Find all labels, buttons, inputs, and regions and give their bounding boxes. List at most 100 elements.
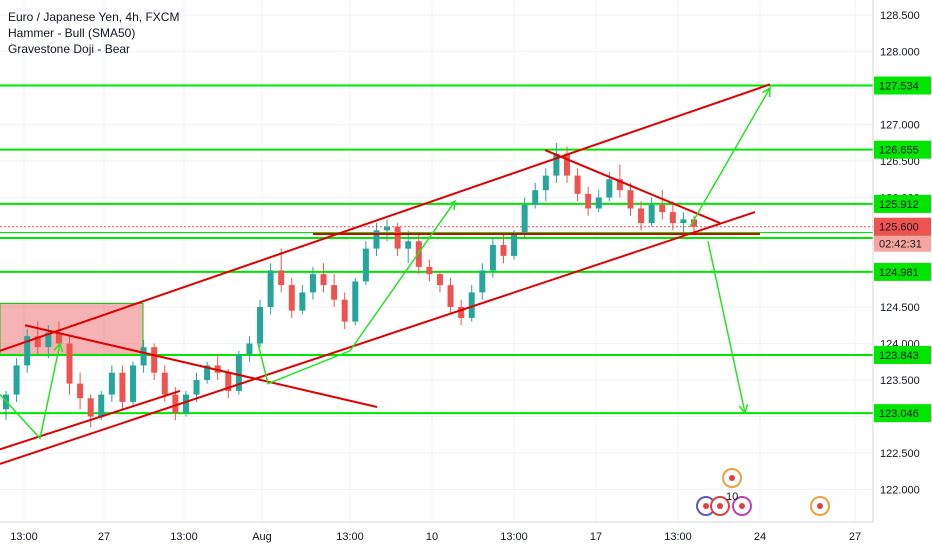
candle-body [45, 332, 52, 348]
indicator-hammer-label[interactable]: Hammer - Bull (SMA50) [8, 26, 136, 40]
candle-body [436, 274, 443, 286]
level-tag-label: 123.046 [879, 408, 919, 420]
candle-body [373, 230, 380, 249]
level-tag-box [874, 262, 931, 281]
symbol-title[interactable]: Euro / Japanese Yen, 4h, FXCM [8, 10, 180, 24]
candle-body [394, 226, 401, 249]
event-markers[interactable]: 10 [696, 468, 830, 516]
arrow-head [761, 86, 771, 98]
candle-body [574, 175, 581, 194]
candle-body [627, 190, 634, 209]
candle-body [447, 285, 454, 307]
candle-body [267, 270, 274, 307]
candle-body [288, 285, 295, 311]
candle-body [362, 248, 369, 282]
candle-body [426, 266, 433, 275]
candle-body [384, 226, 391, 231]
level-tag-label: 127.534 [879, 81, 919, 93]
candle-body [479, 270, 486, 293]
chart-grid [0, 0, 873, 522]
candle-body [55, 332, 62, 344]
candle-body [648, 204, 655, 224]
candle-body [585, 193, 592, 209]
candle-body [489, 244, 496, 271]
candle-body [563, 153, 570, 176]
y-tick-label: 122.500 [880, 448, 920, 460]
candle-body [352, 281, 359, 322]
candle-body [341, 299, 348, 322]
y-tick-label: 124.500 [880, 302, 920, 314]
event-marker-dot [717, 503, 723, 509]
trendline-segment [0, 389, 181, 451]
candle-body [151, 347, 158, 373]
candle-body [66, 343, 73, 384]
candle-body [278, 270, 285, 286]
current-price-tag [874, 217, 931, 236]
y-tick-label: 127.000 [880, 120, 920, 132]
candle-body [320, 274, 327, 286]
arrow-head [446, 199, 456, 211]
x-tick-label: 17 [590, 531, 602, 543]
candle-body [140, 347, 147, 366]
indicator-gravestone-label[interactable]: Gravestone Doji - Bear [8, 42, 131, 56]
level-tag-label: 123.843 [879, 350, 919, 362]
candle-body [691, 219, 697, 227]
candle-body [193, 380, 200, 395]
candle-body [204, 365, 211, 380]
candle-body [415, 241, 422, 267]
candle-body [172, 394, 179, 413]
candle-body [225, 372, 232, 391]
chart-axes: 128.500128.000127.500127.000126.500126.0… [0, 0, 920, 543]
event-marker-dot [817, 503, 823, 509]
x-tick-label: 10 [426, 531, 438, 543]
trendline-segment [24, 324, 378, 408]
y-tick-label: 128.000 [880, 47, 920, 59]
x-tick-label: 24 [754, 531, 766, 543]
arrow-head [53, 341, 64, 353]
candle-body [34, 336, 41, 348]
x-tick-label: 13:00 [10, 531, 38, 543]
candle-body [331, 285, 338, 300]
horizontal-levels [0, 84, 873, 415]
trendline-segment [0, 83, 771, 352]
candle-body [405, 241, 412, 249]
candle-body [257, 307, 264, 344]
y-tick-label: 128.500 [880, 10, 920, 22]
candle-body [680, 219, 687, 224]
candle-body [98, 394, 105, 417]
candle-body [606, 179, 613, 198]
x-tick-label: 13:00 [664, 531, 692, 543]
event-marker-dot [703, 503, 709, 509]
candle-body [161, 372, 168, 395]
candle-body [13, 365, 20, 395]
level-tag-label: 125.912 [879, 199, 919, 211]
candle-body [108, 372, 115, 395]
candle-body [553, 153, 560, 176]
level-tag-box [874, 404, 931, 423]
x-tick-label: 13:00 [336, 531, 364, 543]
level-tag-label: 126.655 [879, 145, 919, 157]
candle-body [659, 204, 666, 213]
projection-arrow [0, 343, 61, 440]
x-tick-label: Aug [252, 531, 272, 543]
level-tag-box [874, 194, 931, 213]
current-price-label: 125.600 [879, 222, 919, 234]
price-tags: 127.534126.655125.912125.446124.981123.8… [874, 76, 931, 423]
candle-body [87, 398, 94, 417]
arrow-head [738, 404, 749, 415]
candle-body [468, 292, 475, 318]
event-marker-dot [729, 475, 735, 481]
x-tick-label: 13:00 [500, 531, 528, 543]
y-tick-label: 126.500 [880, 156, 920, 168]
level-tag-box [874, 345, 931, 364]
candle-body [299, 292, 306, 311]
y-tick-label: 122.000 [880, 485, 920, 497]
candle-body [235, 354, 242, 391]
trendline-segment [544, 149, 721, 224]
candle-body [500, 244, 507, 256]
candle-body [119, 372, 126, 402]
event-marker-dot [739, 503, 745, 509]
projection-arrows [0, 86, 771, 440]
level-tag-box [874, 140, 931, 159]
